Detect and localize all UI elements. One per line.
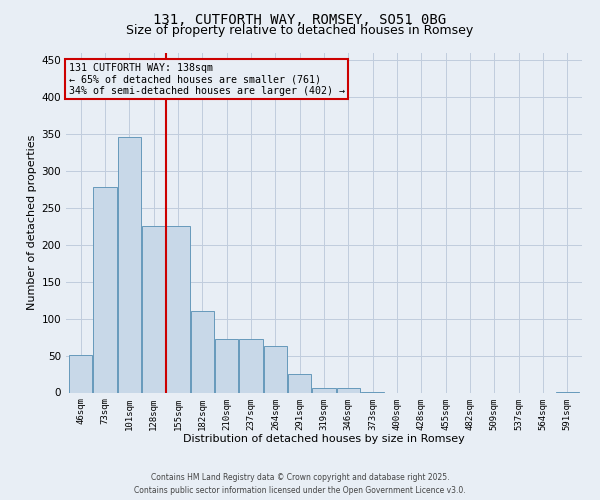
Bar xyxy=(94,187,116,392)
Bar xyxy=(337,388,360,392)
Bar xyxy=(215,338,238,392)
Bar xyxy=(118,138,141,392)
Bar xyxy=(166,226,190,392)
Bar xyxy=(313,388,335,392)
Bar xyxy=(239,338,263,392)
Text: Size of property relative to detached houses in Romsey: Size of property relative to detached ho… xyxy=(127,24,473,37)
Text: Contains HM Land Registry data © Crown copyright and database right 2025.
Contai: Contains HM Land Registry data © Crown c… xyxy=(134,474,466,495)
Text: 131 CUTFORTH WAY: 138sqm
← 65% of detached houses are smaller (761)
34% of semi-: 131 CUTFORTH WAY: 138sqm ← 65% of detach… xyxy=(68,62,344,96)
X-axis label: Distribution of detached houses by size in Romsey: Distribution of detached houses by size … xyxy=(183,434,465,444)
Bar xyxy=(191,311,214,392)
Text: 131, CUTFORTH WAY, ROMSEY, SO51 0BG: 131, CUTFORTH WAY, ROMSEY, SO51 0BG xyxy=(154,12,446,26)
Bar xyxy=(288,374,311,392)
Bar xyxy=(69,355,92,393)
Bar xyxy=(142,226,165,392)
Y-axis label: Number of detached properties: Number of detached properties xyxy=(27,135,37,310)
Bar xyxy=(264,346,287,393)
